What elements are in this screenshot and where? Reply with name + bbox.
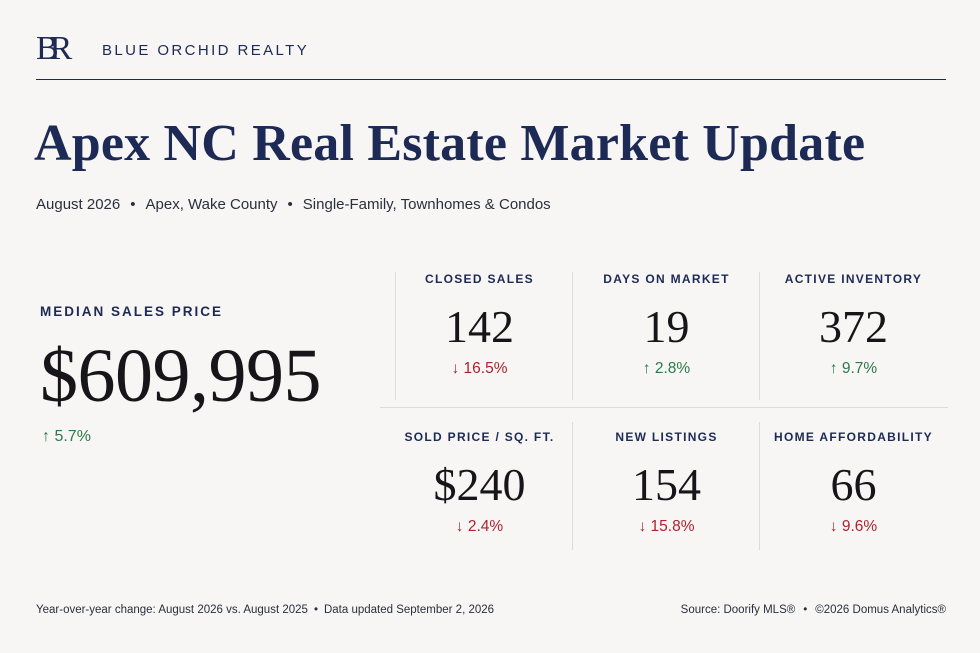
metric-value: 66 — [830, 459, 877, 510]
metric-label: CLOSED SALES — [425, 272, 534, 286]
metric-label: HOME AFFORDABILITY — [774, 430, 933, 444]
metrics-grid: CLOSED SALES 142 ↓ 16.5% DAYS ON MARKET … — [380, 262, 948, 552]
metric-value: 19 — [643, 301, 690, 352]
median-sales-price: MEDIAN SALES PRICE $609,995 ↑ 5.7% — [40, 304, 370, 446]
metric-sold-price-per-sqft: SOLD PRICE / SQ. FT. $240 ↓ 2.4% — [385, 420, 574, 565]
metric-value: $240 — [433, 459, 526, 510]
footer-notes: Year-over-year change: August 2026 vs. A… — [36, 604, 494, 616]
metric-days-on-market: DAYS ON MARKET 19 ↑ 2.8% — [572, 262, 761, 407]
metric-new-listings: NEW LISTINGS 154 ↓ 15.8% — [572, 420, 761, 565]
median-change: ↑ 5.7% — [42, 428, 91, 445]
metric-change: ↓ 16.5% — [451, 360, 508, 377]
metric-label: SOLD PRICE / SQ. FT. — [404, 430, 555, 444]
subtitle: August 2026 • Apex, Wake County • Single-Fam… — [36, 196, 551, 213]
metric-change: ↓ 2.4% — [455, 518, 504, 535]
footer-updated: Data updated September 2, 2026 — [323, 604, 495, 616]
grid-divider — [395, 272, 396, 400]
header: BR BLUE ORCHID REALTY — [36, 28, 946, 80]
median-value: $609,995 — [40, 334, 322, 418]
metric-home-affordability: HOME AFFORDABILITY 66 ↓ 9.6% — [759, 420, 948, 565]
grid-divider — [759, 422, 760, 550]
subtitle-separator: • — [287, 196, 293, 213]
footer-separator: • — [313, 604, 318, 616]
metric-value: 154 — [632, 459, 701, 510]
subtitle-period: August 2026 — [36, 196, 121, 213]
median-label: MEDIAN SALES PRICE — [40, 304, 224, 319]
metric-label: NEW LISTINGS — [615, 430, 718, 444]
grid-divider — [380, 407, 948, 408]
brand-name: BLUE ORCHID REALTY — [102, 42, 310, 59]
metric-value: 142 — [445, 301, 514, 352]
metric-change: ↑ 9.7% — [829, 360, 878, 377]
metric-value: 372 — [819, 301, 888, 352]
metric-closed-sales: CLOSED SALES 142 ↓ 16.5% — [385, 262, 574, 407]
subtitle-separator: • — [130, 196, 136, 213]
grid-divider — [759, 272, 760, 400]
metric-change: ↑ 2.8% — [642, 360, 691, 377]
grid-divider — [572, 422, 573, 550]
metric-change: ↓ 9.6% — [829, 518, 878, 535]
metric-label: ACTIVE INVENTORY — [784, 272, 923, 286]
metric-change: ↓ 15.8% — [638, 518, 695, 535]
metric-active-inventory: ACTIVE INVENTORY 372 ↑ 9.7% — [759, 262, 948, 407]
grid-divider — [572, 272, 573, 400]
metric-label: DAYS ON MARKET — [603, 272, 730, 286]
footer-separator: • — [803, 604, 808, 616]
subtitle-location: Apex, Wake County — [145, 196, 278, 213]
svg-text:BR: BR — [36, 30, 73, 64]
subtitle-property-types: Single-Family, Townhomes & Condos — [302, 196, 551, 213]
monogram-logo: BR — [36, 30, 82, 64]
footer-copyright: ©2026 Domus Analytics® — [815, 604, 946, 616]
footer-yoy-note: Year-over-year change: August 2026 vs. A… — [36, 604, 308, 616]
page-title: Apex NC Real Estate Market Update — [34, 115, 866, 172]
footer-credits: Source: Doorify MLS® • ©2026 Domus Analyti… — [681, 604, 946, 616]
footer-source: Source: Doorify MLS® — [680, 604, 796, 616]
